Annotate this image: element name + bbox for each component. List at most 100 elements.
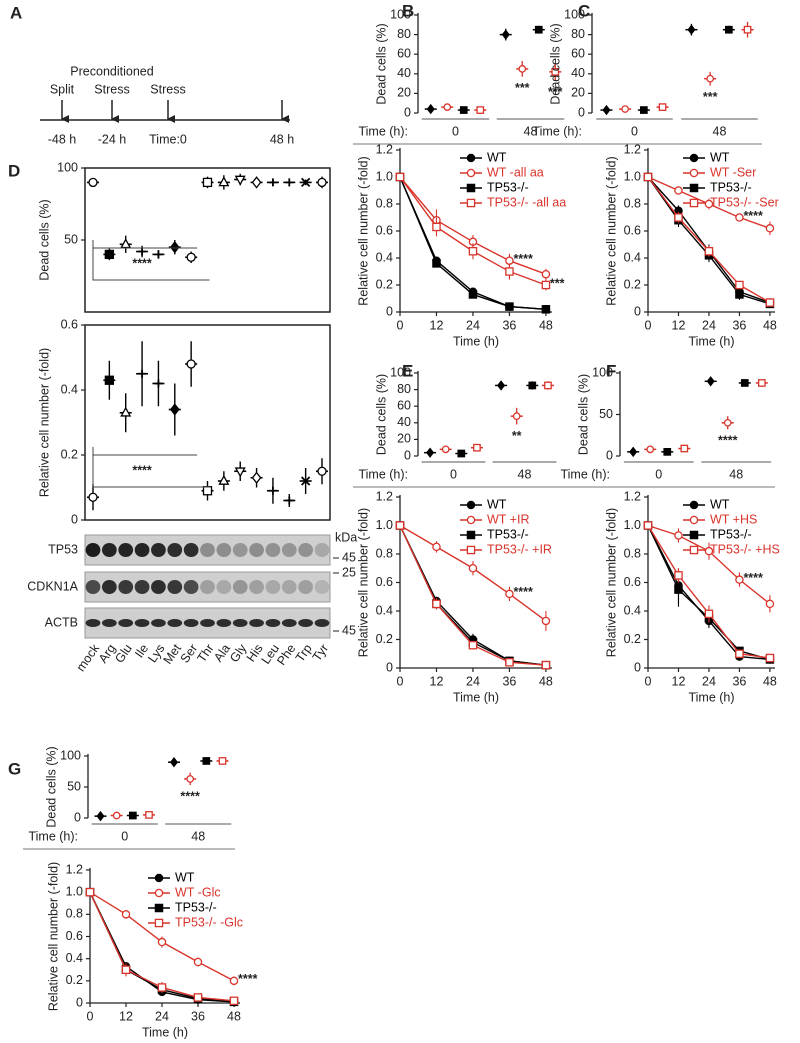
- y-tick-label: 0: [386, 304, 393, 318]
- marker: [145, 811, 153, 819]
- y-tick-label: 0.2: [624, 632, 641, 646]
- x-axis-label: Time (h): [453, 334, 499, 348]
- marker: [735, 280, 744, 290]
- marker: [120, 406, 132, 417]
- y-tick-label: 0.8: [624, 546, 641, 560]
- marker: [202, 486, 213, 496]
- marker: [251, 471, 262, 485]
- y-tick-label: 100: [390, 7, 411, 21]
- event-time: -48 h: [48, 132, 77, 146]
- marker: [765, 653, 775, 663]
- bracket: [92, 455, 210, 488]
- marker: [735, 213, 744, 222]
- y-tick-label: 1.2: [624, 142, 641, 156]
- blot-band: [151, 580, 166, 594]
- marker: [674, 213, 683, 222]
- y-tick-label: 80: [397, 27, 411, 41]
- marker: [268, 178, 277, 187]
- bracket: [92, 248, 210, 281]
- y-tick-label: 0.2: [66, 973, 83, 987]
- marker: [629, 446, 638, 458]
- marker: [218, 757, 227, 765]
- legend-label: TP53-/-: [710, 527, 752, 541]
- significance: ****: [180, 789, 200, 803]
- marker: [706, 376, 715, 387]
- x-tick-label: 0: [397, 318, 404, 332]
- marker: [643, 172, 653, 182]
- marker: [432, 542, 441, 552]
- lane-label: Tyr: [310, 642, 331, 664]
- marker: [765, 599, 775, 609]
- legend-label: WT: [710, 150, 730, 164]
- marker: [432, 599, 441, 609]
- blot-band: [232, 580, 248, 594]
- marker: [689, 168, 699, 178]
- panel-label: G: [8, 759, 21, 778]
- x-tick-label: 0: [87, 1009, 94, 1023]
- group-label: 48: [524, 124, 538, 138]
- marker: [689, 183, 699, 193]
- marker: [505, 302, 514, 311]
- x-axis-label: Time (h):: [532, 124, 582, 138]
- marker: [466, 530, 476, 540]
- y-tick-label: 100: [57, 160, 78, 174]
- marker: [218, 176, 230, 187]
- blot-band: [216, 619, 232, 627]
- blot-band: [281, 619, 297, 627]
- marker: [395, 172, 405, 182]
- marker: [689, 500, 699, 510]
- significance: ****: [743, 571, 763, 585]
- marker: [154, 888, 164, 898]
- marker: [193, 957, 203, 967]
- marker: [104, 375, 115, 385]
- marker: [476, 106, 485, 114]
- y-axis-label: Relative cell number (-fold): [46, 862, 60, 1011]
- marker: [466, 183, 476, 193]
- y-tick-label: 0: [404, 448, 411, 462]
- marker: [285, 178, 294, 187]
- event-time: Time:0: [149, 132, 187, 146]
- marker: [735, 649, 744, 659]
- marker: [704, 199, 714, 209]
- blot-band: [232, 619, 248, 627]
- marker: [757, 379, 766, 387]
- marker: [674, 585, 683, 594]
- legend-label: WT: [487, 497, 507, 511]
- marker: [689, 153, 699, 163]
- x-tick-label: 0: [397, 674, 404, 688]
- y-tick-label: 1.0: [624, 518, 641, 532]
- y-tick-label: 0.6: [376, 575, 393, 589]
- y-tick-label: 0.6: [624, 575, 641, 589]
- marker: [765, 224, 775, 233]
- y-tick-label: 20: [571, 86, 585, 100]
- marker: [395, 521, 405, 530]
- group-label: 48: [191, 829, 205, 843]
- x-axis-label: Time (h):: [358, 467, 408, 481]
- legend-label: TP53-/- +HS: [710, 542, 780, 556]
- legend-label: TP53-/- -all aa: [487, 195, 566, 209]
- x-axis-label: Time (h): [453, 690, 499, 704]
- y-tick-label: 0: [76, 995, 83, 1009]
- marker: [202, 177, 213, 188]
- y-tick-label: 0.4: [376, 250, 393, 264]
- blot-band: [101, 619, 117, 627]
- marker: [663, 447, 672, 456]
- x-axis-label: Time (h):: [358, 124, 408, 138]
- legend-label: TP53-/- -Ser: [710, 195, 779, 209]
- marker: [640, 106, 648, 114]
- legend-label: WT -Ser: [710, 165, 756, 179]
- legend-label: WT +HS: [710, 512, 757, 526]
- panel-label: F: [606, 361, 616, 380]
- y-tick-label: 0: [634, 304, 641, 318]
- marker: [505, 589, 514, 599]
- x-tick-label: 12: [119, 1009, 133, 1023]
- kda-marker: 25: [342, 565, 356, 579]
- y-tick-label: 100: [60, 748, 81, 762]
- blot-band: [216, 543, 232, 557]
- marker: [193, 993, 203, 1002]
- y-axis-label: Relative cell number (-fold): [356, 508, 370, 657]
- blot-row-label: TP53: [48, 542, 78, 556]
- blot-band: [85, 619, 101, 627]
- x-tick-label: 36: [732, 318, 746, 332]
